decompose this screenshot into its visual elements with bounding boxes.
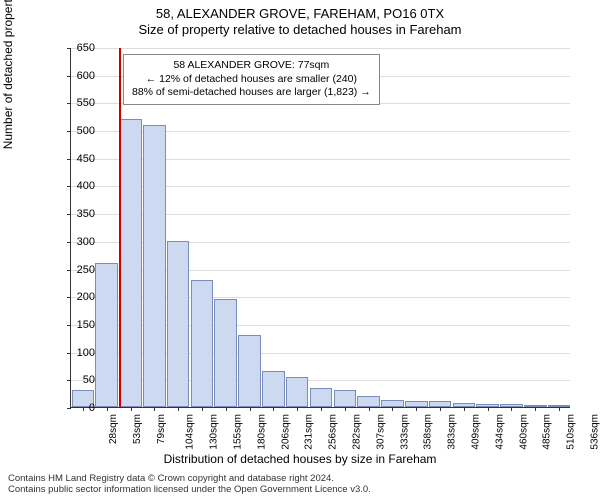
x-tick-label: 53sqm <box>132 414 143 444</box>
x-tick <box>107 407 108 411</box>
x-tick <box>297 407 298 411</box>
x-tick <box>440 407 441 411</box>
x-tick <box>250 407 251 411</box>
x-tick <box>273 407 274 411</box>
footer-attribution: Contains HM Land Registry data © Crown c… <box>8 474 371 496</box>
footer-line2: Contains public sector information licen… <box>8 485 371 496</box>
y-tick-label: 650 <box>65 42 95 54</box>
chart-subtitle: Size of property relative to detached ho… <box>0 22 600 37</box>
y-tick-label: 450 <box>65 153 95 165</box>
histogram-bar <box>143 125 166 407</box>
x-tick <box>511 407 512 411</box>
y-tick-label: 200 <box>65 291 95 303</box>
histogram-bar <box>357 396 380 407</box>
x-tick-label: 155sqm <box>233 414 244 450</box>
y-gridline <box>71 48 570 49</box>
x-tick-label: 28sqm <box>108 414 119 444</box>
y-tick-label: 250 <box>65 264 95 276</box>
annotation-line1: 58 ALEXANDER GROVE: 77sqm <box>132 59 371 73</box>
x-tick-label: 104sqm <box>185 414 196 450</box>
histogram-bar <box>95 263 118 407</box>
x-tick-label: 333sqm <box>399 414 410 450</box>
x-tick-label: 460sqm <box>518 414 529 450</box>
annotation-box: 58 ALEXANDER GROVE: 77sqm ← 12% of detac… <box>123 54 380 105</box>
x-tick-label: 79sqm <box>156 414 167 444</box>
x-tick <box>154 407 155 411</box>
y-tick-label: 300 <box>65 236 95 248</box>
histogram-bar <box>262 371 285 407</box>
x-tick <box>535 407 536 411</box>
y-tick-label: 100 <box>65 347 95 359</box>
histogram-bar <box>238 335 261 407</box>
x-tick <box>321 407 322 411</box>
y-tick-label: 550 <box>65 97 95 109</box>
reference-line <box>119 48 121 407</box>
x-tick <box>345 407 346 411</box>
y-tick-label: 350 <box>65 208 95 220</box>
y-tick-label: 150 <box>65 319 95 331</box>
x-tick-label: 409sqm <box>471 414 482 450</box>
x-tick-label: 256sqm <box>328 414 339 450</box>
x-tick-label: 307sqm <box>375 414 386 450</box>
y-tick-label: 400 <box>65 180 95 192</box>
x-tick-label: 231sqm <box>304 414 315 450</box>
x-tick <box>559 407 560 411</box>
annotation-line2: ← 12% of detached houses are smaller (24… <box>132 73 371 87</box>
x-axis-title: Distribution of detached houses by size … <box>0 452 600 466</box>
x-tick <box>416 407 417 411</box>
x-tick-label: 282sqm <box>352 414 363 450</box>
x-tick <box>369 407 370 411</box>
annotation-line3: 88% of semi-detached houses are larger (… <box>132 86 371 100</box>
x-tick-label: 383sqm <box>447 414 458 450</box>
x-tick-label: 434sqm <box>494 414 505 450</box>
x-tick <box>202 407 203 411</box>
histogram-bar <box>310 388 333 407</box>
chart-main-title: 58, ALEXANDER GROVE, FAREHAM, PO16 0TX <box>0 6 600 21</box>
histogram-bar <box>191 280 214 407</box>
x-tick <box>488 407 489 411</box>
histogram-bar <box>381 400 404 407</box>
histogram-bar <box>167 241 190 407</box>
x-tick <box>131 407 132 411</box>
x-tick-label: 485sqm <box>542 414 553 450</box>
y-tick-label: 0 <box>65 402 95 414</box>
histogram-chart: 58 ALEXANDER GROVE: 77sqm ← 12% of detac… <box>70 48 570 408</box>
histogram-bar <box>286 377 309 407</box>
y-axis-title: Number of detached properties <box>1 0 15 149</box>
y-tick-label: 500 <box>65 125 95 137</box>
histogram-bar <box>334 390 357 407</box>
x-tick <box>226 407 227 411</box>
x-tick-label: 358sqm <box>423 414 434 450</box>
x-tick <box>464 407 465 411</box>
x-tick-label: 206sqm <box>280 414 291 450</box>
x-tick-label: 180sqm <box>256 414 267 450</box>
histogram-bar <box>214 299 237 407</box>
x-tick-label: 510sqm <box>566 414 577 450</box>
x-tick-label: 536sqm <box>590 414 600 450</box>
y-tick-label: 50 <box>65 374 95 386</box>
x-tick <box>178 407 179 411</box>
histogram-bar <box>119 119 142 407</box>
x-tick-label: 130sqm <box>209 414 220 450</box>
x-tick <box>392 407 393 411</box>
y-tick-label: 600 <box>65 70 95 82</box>
